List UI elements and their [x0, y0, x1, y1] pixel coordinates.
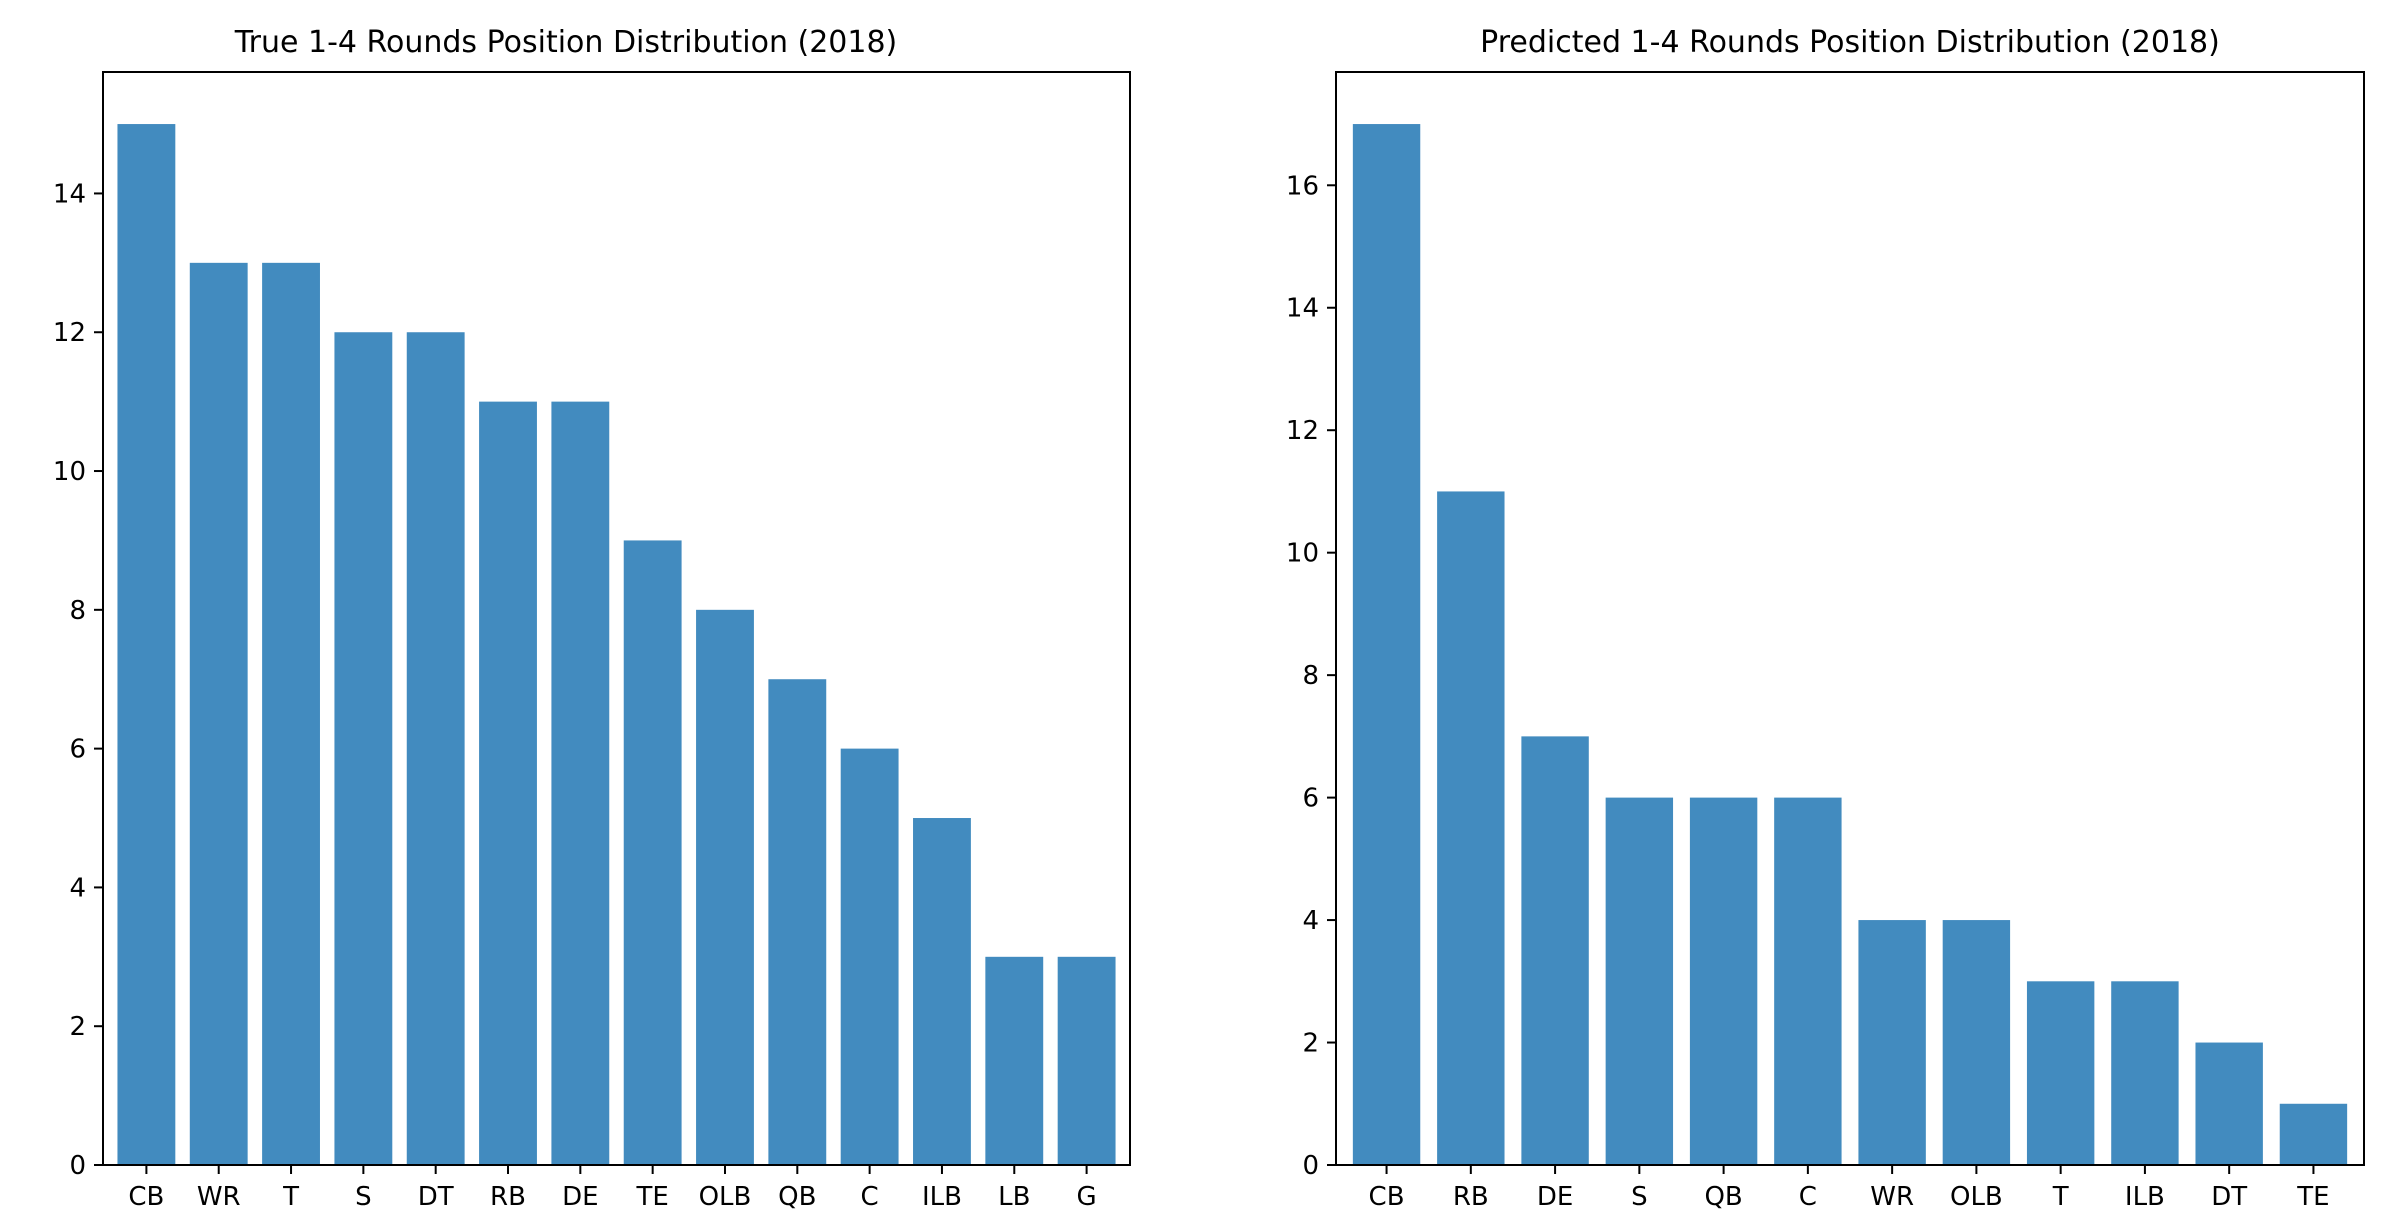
right-chart-y-axis: 0 2 4 6 8 10 12 14 16 — [1286, 171, 1336, 1181]
right-chart-x-tick-label-te: TE — [2296, 1182, 2329, 1212]
left-chart-bar-lb — [985, 956, 1044, 1165]
right-chart-bar-cb — [1352, 124, 1421, 1165]
left-chart-y-tick-label-14: 14 — [53, 179, 86, 209]
right-chart-x-axis: CB RB DE S QB C WR OLB T ILB DT TE — [1369, 1165, 2330, 1212]
right-chart-y-tick-label-4: 4 — [1302, 906, 1319, 936]
left-chart-bar-te — [623, 540, 682, 1165]
left-chart-x-axis: CB WR T S DT RB DE TE OLB QB C ILB LB G — [128, 1165, 1097, 1212]
left-chart-x-tick-label-dt: DT — [418, 1182, 454, 1212]
right-chart: Predicted 1-4 Rounds Position Distributi… — [1286, 25, 2365, 1212]
right-chart-bar-rb — [1437, 491, 1505, 1165]
right-chart-bars — [1352, 124, 2348, 1165]
right-chart-y-tick-label-2: 2 — [1302, 1029, 1319, 1059]
left-chart-x-tick-label-s: S — [355, 1182, 372, 1212]
left-chart-bars — [117, 124, 1116, 1166]
left-chart-x-tick-label-g: G — [1077, 1182, 1097, 1212]
left-chart-bar-ilb — [913, 818, 971, 1165]
left-chart-x-tick-label-te: TE — [636, 1182, 669, 1212]
right-chart-bar-dt — [2195, 1042, 2263, 1165]
left-chart-x-tick-label-t: T — [282, 1182, 299, 1212]
right-chart-bar-qb — [1689, 797, 1758, 1165]
right-chart-bar-te — [2279, 1103, 2348, 1165]
left-chart-x-tick-label-wr: WR — [197, 1182, 241, 1212]
right-chart-bar-t — [2026, 981, 2095, 1165]
left-chart-bar-olb — [696, 609, 754, 1165]
left-chart-bar-t — [262, 262, 320, 1166]
right-chart-x-tick-label-t: T — [2052, 1182, 2069, 1212]
left-chart-x-tick-label-olb: OLB — [699, 1182, 752, 1212]
right-chart-bar-c — [1774, 797, 1842, 1165]
left-chart-y-tick-label-6: 6 — [69, 735, 86, 765]
left-chart-bar-de — [551, 401, 610, 1165]
right-chart-bar-olb — [1942, 920, 2011, 1165]
left-chart: True 1-4 Rounds Position Distribution (2… — [53, 25, 1131, 1212]
right-chart-x-tick-label-qb: QB — [1704, 1182, 1742, 1212]
left-chart-bar-s — [334, 332, 393, 1165]
left-chart-x-tick-label-ilb: ILB — [922, 1182, 962, 1212]
left-chart-x-tick-label-lb: LB — [998, 1182, 1030, 1212]
right-chart-x-tick-label-wr: WR — [1870, 1182, 1914, 1212]
right-chart-y-tick-label-6: 6 — [1302, 784, 1319, 814]
left-chart-x-tick-label-de: DE — [562, 1182, 598, 1212]
left-chart-bar-cb — [117, 124, 176, 1165]
right-chart-bar-wr — [1858, 920, 1926, 1165]
right-chart-title: Predicted 1-4 Rounds Position Distributi… — [1480, 25, 2220, 60]
left-chart-x-tick-label-qb: QB — [778, 1182, 816, 1212]
right-chart-y-tick-label-0: 0 — [1302, 1151, 1319, 1181]
left-chart-y-tick-label-12: 12 — [53, 318, 86, 348]
right-chart-bar-ilb — [2111, 981, 2179, 1165]
right-chart-x-tick-label-ilb: ILB — [2125, 1182, 2165, 1212]
right-chart-axes-frame — [1335, 71, 2365, 1166]
left-chart-x-tick-label-cb: CB — [128, 1182, 164, 1212]
right-chart-x-tick-label-c: C — [1799, 1182, 1817, 1212]
left-chart-y-tick-label-10: 10 — [53, 457, 86, 487]
left-chart-title: True 1-4 Rounds Position Distribution (2… — [234, 25, 898, 60]
left-chart-y-tick-label-2: 2 — [69, 1012, 86, 1042]
left-chart-x-tick-label-rb: RB — [490, 1182, 526, 1212]
left-chart-axes-frame — [102, 71, 1131, 1166]
left-chart-bar-rb — [479, 401, 537, 1165]
right-chart-x-tick-label-olb: OLB — [1950, 1182, 2003, 1212]
right-chart-y-tick-label-14: 14 — [1286, 294, 1319, 324]
right-chart-y-tick-label-12: 12 — [1286, 416, 1319, 446]
right-chart-x-tick-label-rb: RB — [1453, 1182, 1489, 1212]
right-chart-y-tick-label-8: 8 — [1302, 661, 1319, 691]
right-chart-bar-s — [1605, 797, 1674, 1165]
left-chart-y-tick-label-4: 4 — [69, 873, 86, 903]
left-chart-bar-dt — [406, 332, 465, 1165]
right-chart-bar-de — [1521, 736, 1589, 1165]
left-chart-x-tick-label-c: C — [861, 1182, 879, 1212]
right-chart-y-tick-label-10: 10 — [1286, 539, 1319, 569]
left-chart-y-tick-label-0: 0 — [69, 1151, 86, 1181]
left-chart-y-tick-label-8: 8 — [69, 596, 86, 626]
left-chart-bar-wr — [189, 262, 248, 1166]
right-chart-x-tick-label-s: S — [1631, 1182, 1648, 1212]
left-chart-bar-qb — [768, 679, 827, 1165]
right-chart-x-tick-label-cb: CB — [1369, 1182, 1405, 1212]
left-chart-bar-c — [840, 748, 899, 1165]
right-chart-x-tick-label-de: DE — [1537, 1182, 1573, 1212]
right-chart-y-tick-label-16: 16 — [1286, 171, 1319, 201]
left-chart-y-axis: 0 2 4 6 8 10 12 14 — [53, 179, 103, 1181]
right-chart-x-tick-label-dt: DT — [2211, 1182, 2247, 1212]
left-chart-bar-g — [1057, 956, 1116, 1165]
